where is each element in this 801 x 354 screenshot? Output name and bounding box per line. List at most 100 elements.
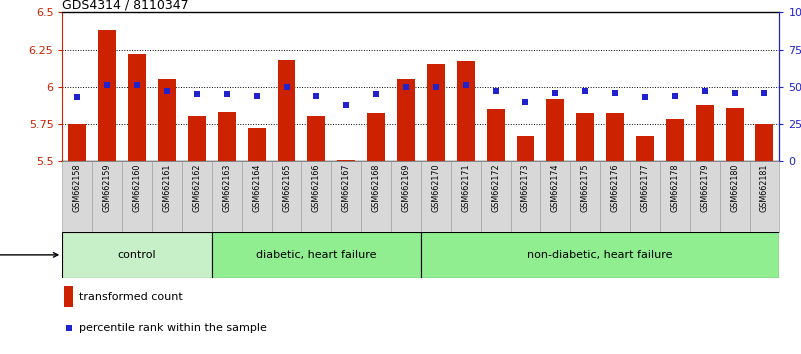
Bar xyxy=(666,119,684,161)
Point xyxy=(191,91,203,97)
Point xyxy=(519,99,532,104)
Point xyxy=(609,90,622,96)
Bar xyxy=(188,116,206,161)
Text: transformed count: transformed count xyxy=(78,292,183,302)
Bar xyxy=(218,112,235,161)
Point xyxy=(758,90,771,96)
Bar xyxy=(211,232,421,278)
Text: GSM662177: GSM662177 xyxy=(641,163,650,212)
Text: GSM662162: GSM662162 xyxy=(192,163,201,212)
Bar xyxy=(660,161,690,232)
Bar xyxy=(92,161,123,232)
Bar xyxy=(750,161,779,232)
Bar xyxy=(690,161,719,232)
Text: disease state: disease state xyxy=(0,250,58,260)
Point xyxy=(161,88,174,94)
Point xyxy=(340,102,352,107)
Bar xyxy=(570,161,600,232)
Text: diabetic, heart failure: diabetic, heart failure xyxy=(256,250,376,260)
Point xyxy=(250,93,263,98)
Point xyxy=(101,82,114,88)
Bar xyxy=(332,161,361,232)
Bar xyxy=(546,99,564,161)
Text: GSM662165: GSM662165 xyxy=(282,163,291,212)
Text: GSM662161: GSM662161 xyxy=(163,163,171,212)
Bar xyxy=(367,114,385,161)
Bar xyxy=(517,136,534,161)
Bar xyxy=(158,79,176,161)
Bar xyxy=(755,124,774,161)
Point xyxy=(459,82,472,88)
Text: GSM662166: GSM662166 xyxy=(312,163,321,212)
Bar xyxy=(606,114,624,161)
Bar xyxy=(128,54,146,161)
Text: GDS4314 / 8110347: GDS4314 / 8110347 xyxy=(62,0,189,11)
Bar xyxy=(242,161,272,232)
Point xyxy=(280,84,293,90)
Bar xyxy=(152,161,182,232)
Point xyxy=(579,88,592,94)
Text: GSM662180: GSM662180 xyxy=(730,163,739,212)
Text: GSM662160: GSM662160 xyxy=(133,163,142,212)
Point xyxy=(668,93,681,98)
Point xyxy=(429,84,442,90)
Text: GSM662175: GSM662175 xyxy=(581,163,590,212)
Point xyxy=(549,90,562,96)
Bar xyxy=(427,64,445,161)
Bar xyxy=(421,161,451,232)
Text: GSM662176: GSM662176 xyxy=(610,163,620,212)
Bar xyxy=(68,124,87,161)
Bar xyxy=(576,114,594,161)
Text: GSM662167: GSM662167 xyxy=(342,163,351,212)
Point xyxy=(489,88,502,94)
Bar xyxy=(123,161,152,232)
Bar xyxy=(361,161,391,232)
Bar xyxy=(272,161,301,232)
Text: GSM662164: GSM662164 xyxy=(252,163,261,212)
Bar xyxy=(277,60,296,161)
Point xyxy=(698,88,711,94)
Bar xyxy=(636,136,654,161)
Bar xyxy=(64,286,73,307)
Text: GSM662174: GSM662174 xyxy=(551,163,560,212)
Bar xyxy=(337,160,355,161)
Text: GSM662170: GSM662170 xyxy=(432,163,441,212)
Point xyxy=(71,94,84,100)
Bar xyxy=(457,62,475,161)
Text: GSM662181: GSM662181 xyxy=(760,163,769,212)
Point xyxy=(638,94,651,100)
Text: GSM662159: GSM662159 xyxy=(103,163,112,212)
Bar xyxy=(211,161,242,232)
Text: percentile rank within the sample: percentile rank within the sample xyxy=(78,322,267,333)
Bar xyxy=(397,79,415,161)
Point xyxy=(400,84,413,90)
Bar xyxy=(696,104,714,161)
Bar xyxy=(182,161,211,232)
Bar xyxy=(308,116,325,161)
Bar xyxy=(600,161,630,232)
Text: GSM662172: GSM662172 xyxy=(491,163,500,212)
Bar xyxy=(62,232,211,278)
Bar xyxy=(630,161,660,232)
Bar xyxy=(391,161,421,232)
Text: GSM662173: GSM662173 xyxy=(521,163,530,212)
Bar xyxy=(719,161,750,232)
Point xyxy=(131,82,143,88)
Bar xyxy=(99,30,116,161)
Text: GSM662158: GSM662158 xyxy=(73,163,82,212)
Bar xyxy=(421,232,779,278)
Text: GSM662163: GSM662163 xyxy=(222,163,231,212)
Point xyxy=(370,91,383,97)
Bar xyxy=(487,109,505,161)
Text: GSM662178: GSM662178 xyxy=(670,163,679,212)
Text: GSM662169: GSM662169 xyxy=(401,163,410,212)
Point xyxy=(62,325,75,330)
Text: non-diabetic, heart failure: non-diabetic, heart failure xyxy=(527,250,673,260)
Point xyxy=(728,90,741,96)
Bar xyxy=(451,161,481,232)
Bar xyxy=(62,161,92,232)
Bar xyxy=(726,108,743,161)
Text: control: control xyxy=(118,250,156,260)
Bar xyxy=(481,161,510,232)
Bar xyxy=(248,129,266,161)
